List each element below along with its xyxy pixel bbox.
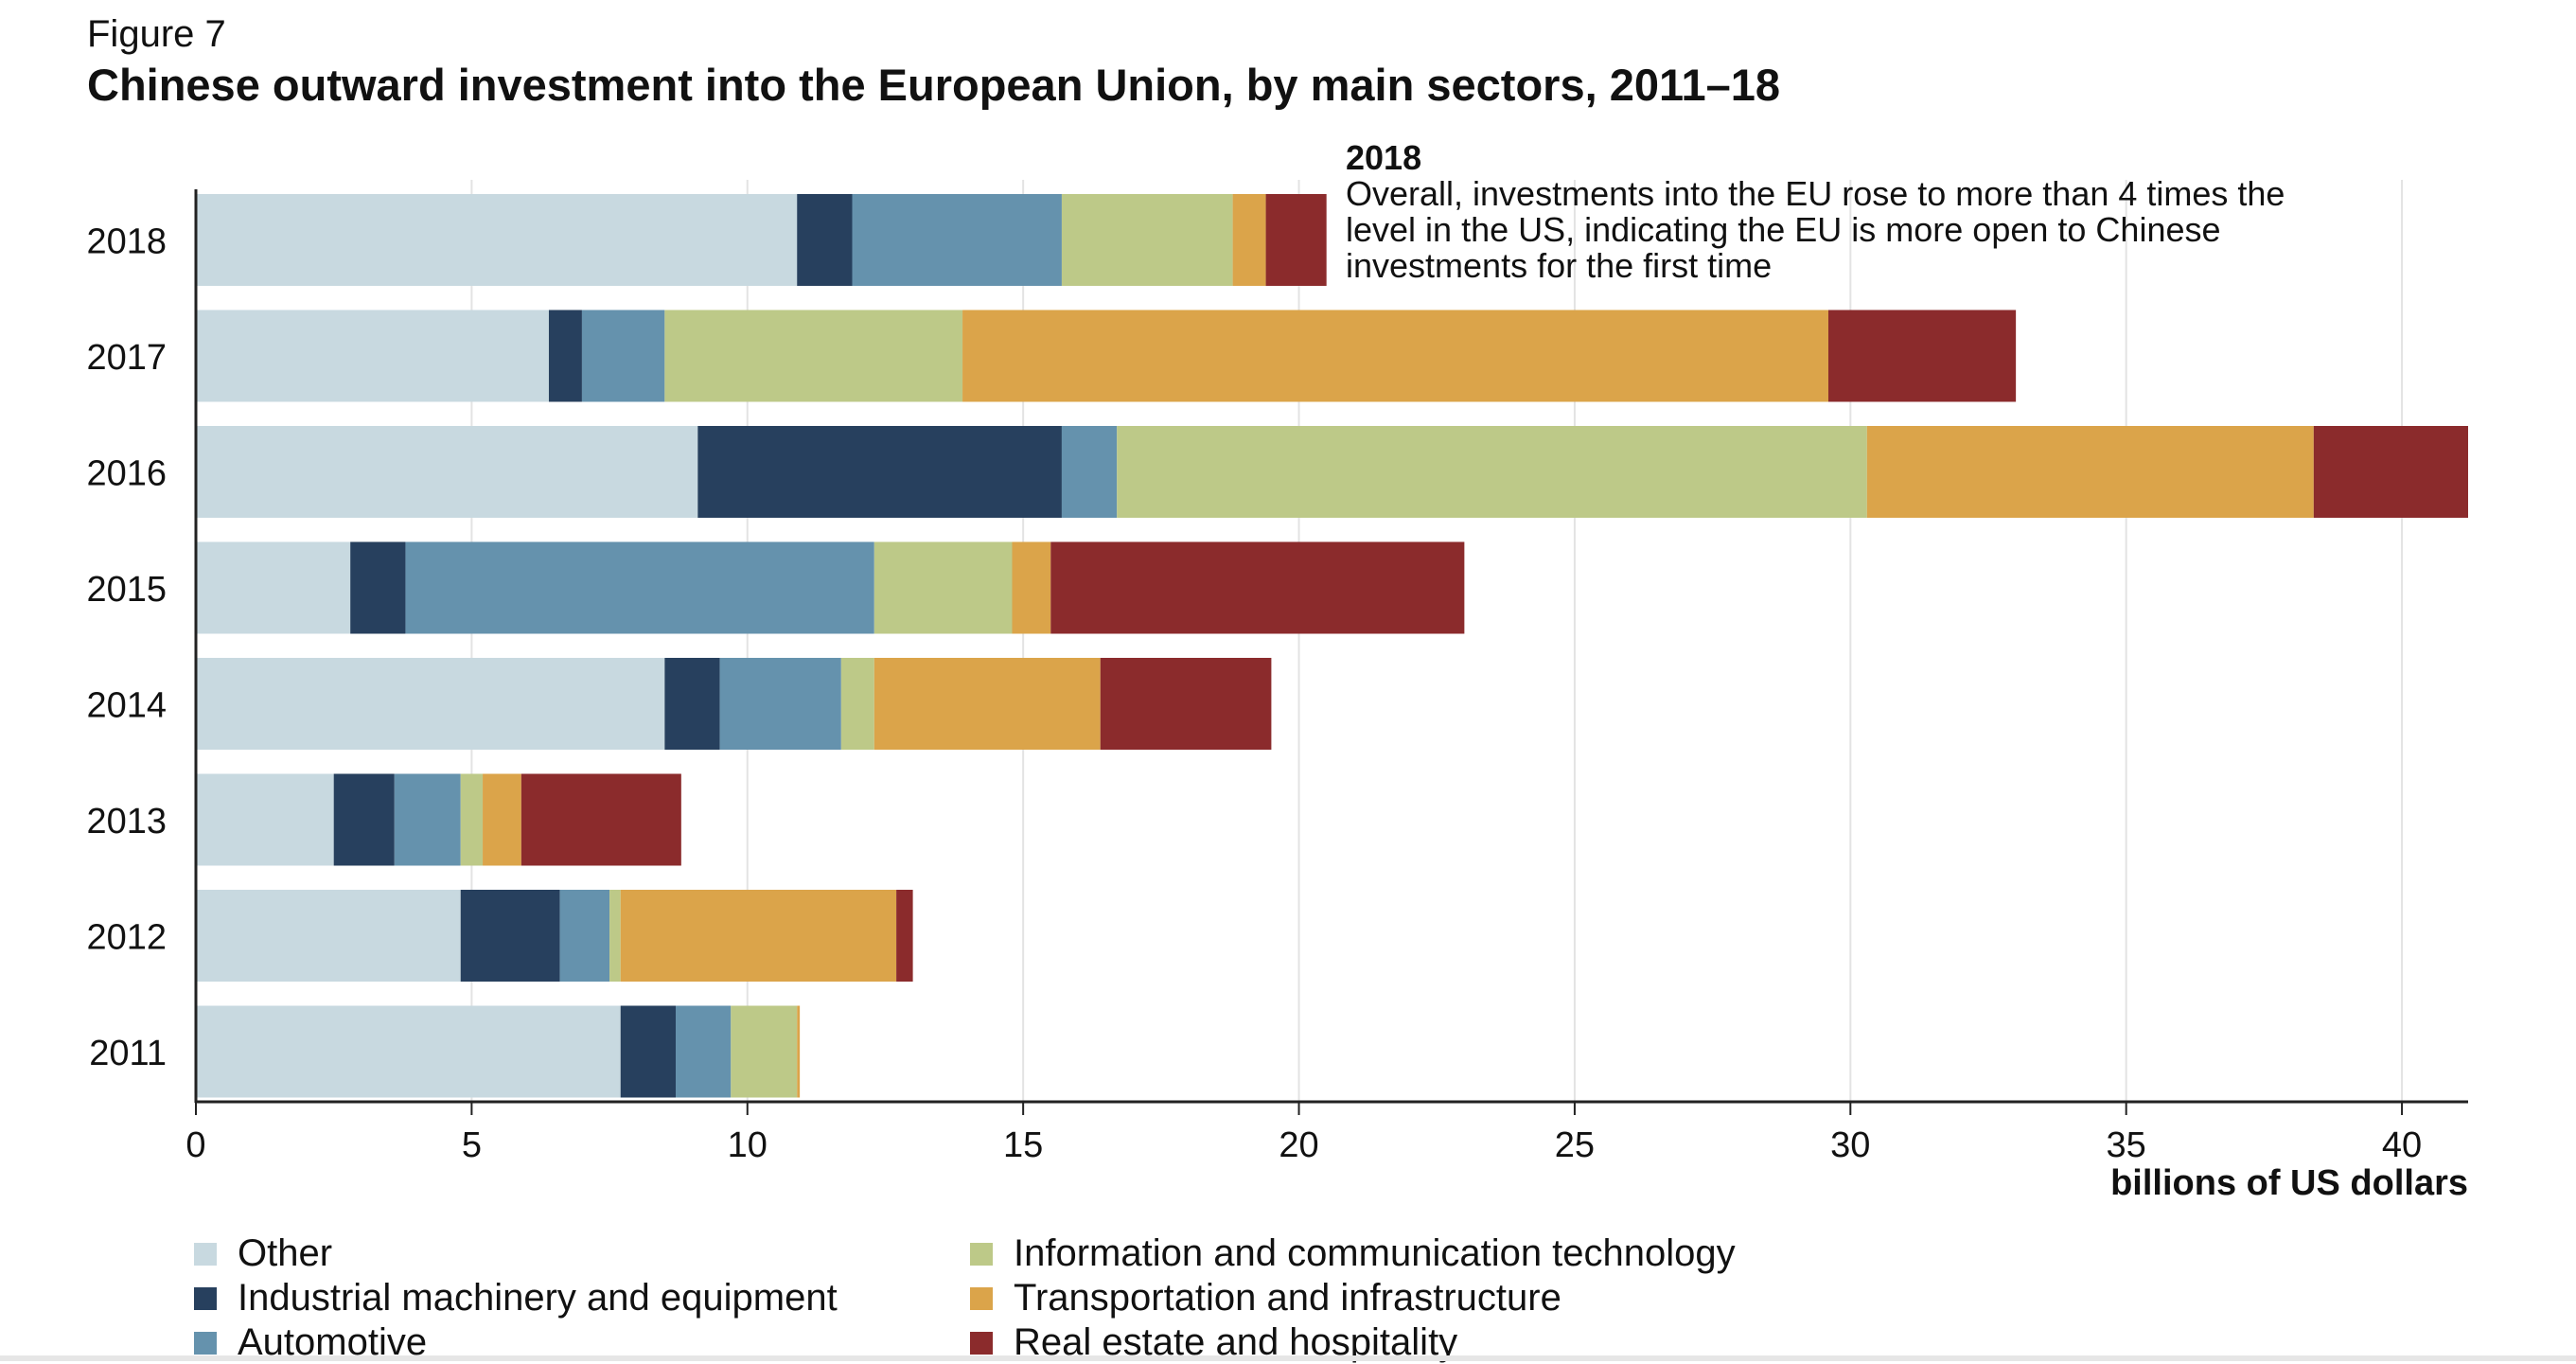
- bar-2014-other: [196, 658, 665, 750]
- bar-2018-other: [196, 194, 798, 286]
- x-tick-label-10: 10: [728, 1125, 768, 1165]
- y-category-label-2015: 2015: [86, 570, 167, 610]
- annotation-text: Overall, investments into the EU rose to…: [1346, 174, 2285, 285]
- legend-swatch: [970, 1286, 993, 1310]
- y-category-label-2017: 2017: [86, 338, 167, 378]
- x-tick-label-35: 35: [2107, 1125, 2146, 1165]
- bar-2017-automotive: [581, 310, 665, 402]
- bar-2015-other: [196, 541, 351, 634]
- bar-2013-other: [196, 773, 334, 866]
- bar-2017-industrial-machinery-and-equipment: [548, 310, 582, 402]
- legend-label: Industrial machinery and equipment: [238, 1277, 838, 1319]
- bar-2017-transportation-and-infrastructure: [962, 310, 1828, 402]
- x-tick-label-5: 5: [462, 1125, 482, 1165]
- bar-2016-automotive: [1061, 426, 1118, 518]
- bar-2018-real-estate-and-hospitality: [1265, 194, 1327, 286]
- bar-2018-information-and-communication-technology: [1061, 194, 1233, 286]
- bar-2012-real-estate-and-hospitality: [896, 890, 913, 982]
- legend-label: Other: [238, 1232, 333, 1274]
- legend-swatch: [970, 1331, 993, 1355]
- x-axis-label: billions of US dollars: [2110, 1163, 2468, 1203]
- bar-2012-industrial-machinery-and-equipment: [460, 890, 560, 982]
- bar-2013-automotive: [394, 773, 461, 866]
- category-labels: 2018 2017 2016 2015 2014 2013 2012 2011: [86, 222, 167, 1074]
- y-category-label-2012: 2012: [86, 918, 167, 958]
- bar-2014-industrial-machinery-and-equipment: [664, 658, 720, 750]
- bar-2012-other: [196, 890, 461, 982]
- legend-label: Information and communication technology: [1014, 1232, 1736, 1274]
- bar-2012-transportation-and-infrastructure: [620, 890, 897, 982]
- bars: [196, 194, 2468, 1098]
- bar-2016-other: [196, 426, 698, 518]
- bar-2011-transportation-and-infrastructure: [797, 1005, 801, 1098]
- x-tick-label-0: 0: [185, 1125, 205, 1165]
- x-tick-label-30: 30: [1830, 1125, 1870, 1165]
- bar-2011-information-and-communication-technology: [731, 1005, 798, 1098]
- axes: [194, 189, 2468, 1115]
- bar-2014-real-estate-and-hospitality: [1100, 658, 1272, 750]
- legend-item-other: Other: [194, 1232, 332, 1275]
- bar-2016-industrial-machinery-and-equipment: [697, 426, 1062, 518]
- x-tick-label-40: 40: [2382, 1125, 2422, 1165]
- bar-2011-automotive: [676, 1005, 732, 1098]
- bar-2018-transportation-and-infrastructure: [1232, 194, 1266, 286]
- bar-2018-automotive: [852, 194, 1062, 286]
- tick-labels: 0 5 10 15 20 25 30 35 40: [185, 1125, 2422, 1165]
- bar-2014-automotive: [719, 658, 841, 750]
- bar-2015-transportation-and-infrastructure: [1012, 541, 1051, 634]
- y-category-label-2018: 2018: [86, 222, 167, 262]
- bar-2012-information-and-communication-technology: [609, 890, 621, 982]
- annotation-year: 2018: [1346, 138, 1422, 177]
- bar-2012-automotive: [559, 890, 610, 982]
- bar-2016-transportation-and-infrastructure: [1866, 426, 2314, 518]
- bar-2017-information-and-communication-technology: [664, 310, 963, 402]
- legend-item-industrial-machinery-and-equipment: Industrial machinery and equipment: [194, 1277, 838, 1320]
- bar-2015-automotive: [405, 541, 874, 634]
- bar-2011-industrial-machinery-and-equipment: [620, 1005, 677, 1098]
- legend-swatch: [194, 1242, 217, 1266]
- x-tick-label-20: 20: [1279, 1125, 1318, 1165]
- bar-2017-other: [196, 310, 549, 402]
- bar-2013-transportation-and-infrastructure: [483, 773, 521, 866]
- bar-2013-industrial-machinery-and-equipment: [333, 773, 395, 866]
- x-tick-label-25: 25: [1555, 1125, 1595, 1165]
- legend-label: Transportation and infrastructure: [1014, 1277, 1561, 1319]
- legend-swatch: [194, 1331, 217, 1355]
- bar-2018-industrial-machinery-and-equipment: [797, 194, 853, 286]
- y-category-label-2013: 2013: [86, 802, 167, 841]
- bar-2015-real-estate-and-hospitality: [1050, 541, 1465, 634]
- bar-2011-other: [196, 1005, 621, 1098]
- bar-2013-information-and-communication-technology: [460, 773, 484, 866]
- annotation-2018: 2018 Overall, investments into the EU ro…: [1346, 140, 2339, 284]
- legend-swatch: [970, 1242, 993, 1266]
- figure-label: Figure 7: [87, 13, 226, 55]
- bottom-divider: [0, 1355, 2576, 1361]
- bar-2016-real-estate-and-hospitality: [2313, 426, 2468, 518]
- x-tick-label-15: 15: [1003, 1125, 1043, 1165]
- legend-swatch: [194, 1286, 217, 1310]
- chart-title: Chinese outward investment into the Euro…: [87, 60, 1781, 110]
- bar-2013-real-estate-and-hospitality: [520, 773, 681, 866]
- stacked-bar-chart: 0 5 10 15 20 25 30 35 40 20182017201620152014201…: [86, 180, 2468, 1203]
- legend-item-transportation-and-infrastructure: Transportation and infrastructure: [970, 1277, 1561, 1320]
- bar-2015-industrial-machinery-and-equipment: [350, 541, 406, 634]
- bar-2017-real-estate-and-hospitality: [1827, 310, 2017, 402]
- legend-item-information-and-communication-technology: Information and communication technology: [970, 1232, 1736, 1275]
- y-category-label-2016: 2016: [86, 454, 167, 494]
- bar-2016-information-and-communication-technology: [1117, 426, 1867, 518]
- y-category-label-2014: 2014: [86, 686, 167, 726]
- bar-2015-information-and-communication-technology: [873, 541, 1013, 634]
- y-category-label-2011: 2011: [89, 1034, 167, 1073]
- bar-2014-information-and-communication-technology: [840, 658, 874, 750]
- bar-2014-transportation-and-infrastructure: [873, 658, 1101, 750]
